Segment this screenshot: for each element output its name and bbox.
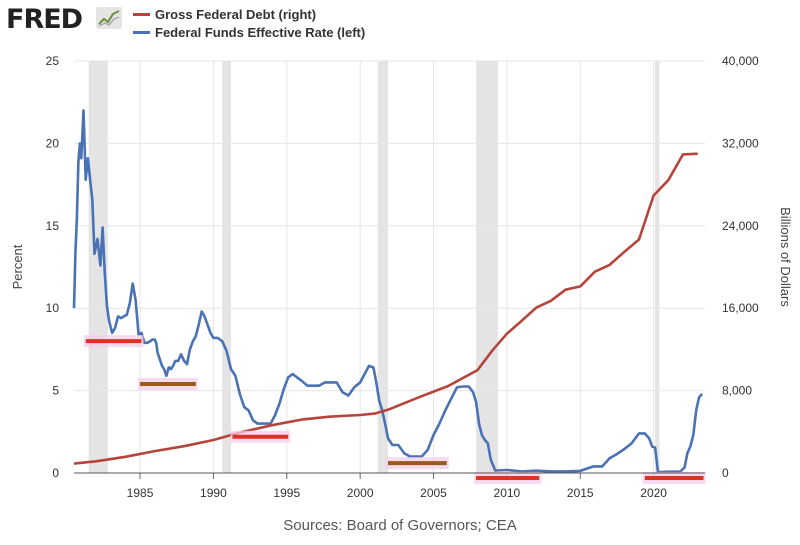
right-tick-label-3: 24,000 xyxy=(722,219,759,233)
chart-header: FRED Gross Federal Debt (right) Federal … xyxy=(0,0,800,50)
left-tick-label-5: 25 xyxy=(46,54,60,68)
right-tick-label-2: 16,000 xyxy=(722,301,759,315)
legend-item-rate[interactable]: Federal Funds Effective Rate (left) xyxy=(133,25,365,41)
debt-series-line xyxy=(73,152,698,465)
x-tick-label-7: 2020 xyxy=(640,486,667,500)
right-tick-label-4: 32,000 xyxy=(722,136,759,150)
x-tick-label-0: 1985 xyxy=(127,486,154,500)
chart-svg: 0 5 10 15 20 25 0 8,000 16,000 24,000 32,000 40,000… xyxy=(10,54,793,500)
x-tick-label-2: 1995 xyxy=(273,486,300,500)
recession-band-4 xyxy=(655,61,660,473)
right-tick-label-0: 0 xyxy=(722,466,729,480)
recession-band-2 xyxy=(377,61,389,473)
left-tick-label-4: 20 xyxy=(46,136,60,150)
left-tick-label-1: 5 xyxy=(52,384,59,398)
recession-band-3 xyxy=(476,61,499,473)
right-axis-title: Billions of Dollars xyxy=(778,207,793,307)
left-tick-label-3: 15 xyxy=(46,219,60,233)
x-tick-label-1: 1990 xyxy=(200,486,227,500)
x-tick-label-4: 2005 xyxy=(420,486,447,500)
legend-swatch-debt xyxy=(133,13,150,17)
recession-band-1 xyxy=(222,61,232,473)
x-tick-label-6: 2015 xyxy=(567,486,594,500)
right-tick-label-5: 40,000 xyxy=(722,54,759,68)
x-tick-label-3: 2000 xyxy=(347,486,374,500)
left-tick-label-2: 10 xyxy=(46,301,60,315)
legend-label-rate: Federal Funds Effective Rate (left) xyxy=(155,25,366,40)
left-axis-title: Percent xyxy=(10,244,25,289)
left-tick-label-0: 0 xyxy=(52,466,59,480)
recession-band-0 xyxy=(88,61,108,473)
legend-swatch-rate xyxy=(133,31,150,35)
x-tick-label-5: 2010 xyxy=(494,486,521,500)
rate-series-line xyxy=(72,109,704,474)
right-tick-label-1: 8,000 xyxy=(722,384,752,398)
source-note: Sources: Board of Governors; CEA xyxy=(283,517,517,534)
legend-label-debt: Gross Federal Debt (right) xyxy=(155,7,317,22)
fred-logo[interactable]: FRED xyxy=(6,4,83,35)
legend-item-debt[interactable]: Gross Federal Debt (right) xyxy=(133,7,316,23)
line-graph-icon xyxy=(96,7,122,29)
